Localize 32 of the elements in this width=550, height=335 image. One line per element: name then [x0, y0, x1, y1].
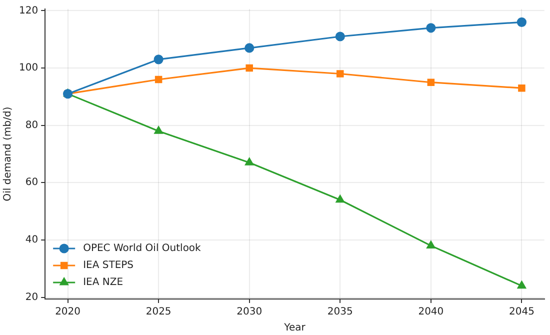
- point: [335, 32, 345, 42]
- y-tick-label: 100: [18, 62, 38, 74]
- legend-label: IEA NZE: [83, 277, 124, 288]
- point: [246, 64, 253, 72]
- x-tick-label: 2030: [236, 306, 262, 318]
- y-tick-label: 80: [25, 120, 38, 131]
- y-axis-title: Oil demand (mb/d): [2, 106, 14, 202]
- point: [336, 70, 344, 78]
- x-axis-title: Year: [283, 322, 306, 334]
- x-tick-label: 2020: [55, 306, 81, 318]
- x-tick-label: 2035: [327, 306, 353, 318]
- point: [245, 158, 254, 166]
- point: [244, 43, 254, 53]
- point: [517, 281, 526, 289]
- point: [426, 240, 436, 248]
- y-tick-label: 120: [18, 5, 38, 16]
- x-tick-label: 2045: [508, 306, 534, 318]
- x-tick-label: 2025: [146, 306, 172, 318]
- point: [154, 54, 164, 64]
- y-tick-label: 20: [25, 292, 38, 303]
- point: [154, 126, 163, 134]
- point: [426, 23, 436, 33]
- legend-label: IEA STEPS: [83, 260, 134, 272]
- point: [427, 78, 435, 86]
- point: [154, 76, 162, 84]
- y-tick-label: 40: [25, 234, 38, 246]
- point: [518, 84, 526, 92]
- point: [336, 195, 344, 203]
- y-tick-label: 60: [25, 177, 38, 188]
- legend-label: OPEC World Oil Outlook: [83, 243, 202, 254]
- point: [516, 17, 527, 27]
- x-tick-label: 2040: [418, 306, 444, 318]
